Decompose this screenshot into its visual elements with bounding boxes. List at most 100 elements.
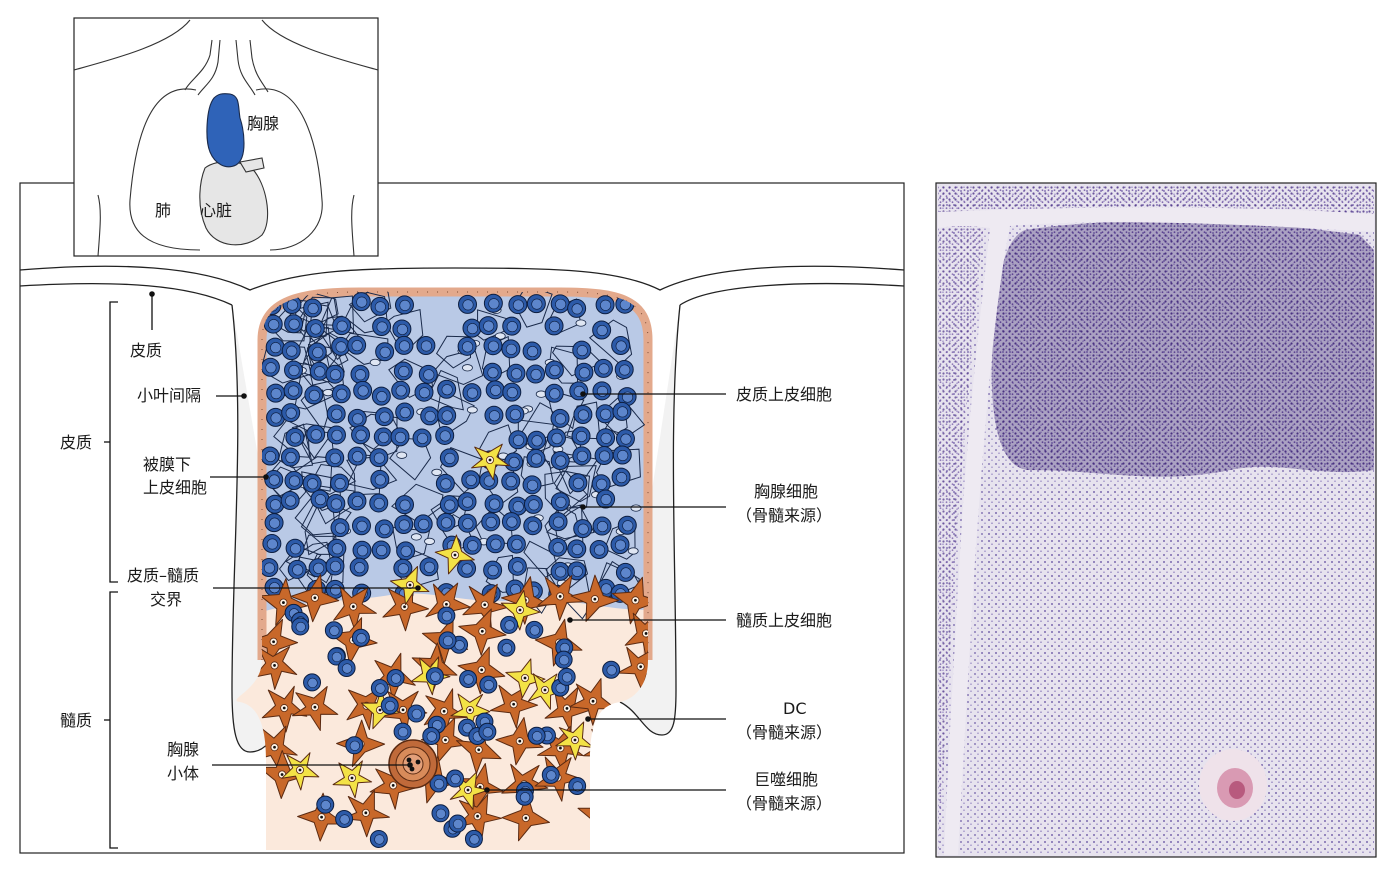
medullary-thymocyte [370,679,389,698]
thymocyte [325,448,345,468]
thymocyte [303,298,323,318]
label-thymocyte-line2: （骨髓来源） [736,506,832,525]
label-cortical-epithelial: 皮质上皮细胞 [736,385,832,404]
thymocyte [327,538,347,558]
thymocyte [612,401,632,421]
thymocyte [483,560,503,580]
thymocyte [370,296,390,316]
medullary-epithelial-cell [624,611,649,658]
thymocyte [304,385,324,405]
thymocyte [501,471,521,491]
medullary-epithelial-cell [501,793,550,842]
lung-right-outline [255,88,323,251]
thymocyte [592,381,612,401]
thymocyte [283,380,303,400]
medullary-epithelial-cell [292,686,339,731]
lobule [236,287,653,850]
medullary-thymocyte [602,660,621,679]
medullary-thymocyte [437,606,456,625]
thymocyte [484,405,504,425]
medullary-epithelial-cell [570,574,620,622]
medullary-thymocyte [393,722,412,741]
medullary-thymocyte [316,795,335,814]
thymocyte [395,495,415,515]
thymocyte [302,473,322,493]
dendritic-or-macrophage-cell [555,721,594,761]
thymocyte [395,402,415,422]
thymocyte [457,492,477,512]
thymocyte [419,557,439,577]
thymocyte [330,473,350,493]
thymocyte [280,490,300,510]
thymocyte [595,404,615,424]
label-cortex: 皮质 [130,341,162,360]
label-dc-line1: DC [783,699,807,718]
thymocyte [306,424,326,444]
thymocyte [591,474,611,494]
thymocyte [351,292,371,312]
anatomy-inset: 胸腺 肺 心脏 [73,17,379,257]
medullary-epithelial-cell [290,574,340,623]
thymocyte [523,494,543,514]
thymocyte [369,493,389,513]
thymocyte [264,513,284,533]
medullary-thymocyte [429,774,448,793]
thymocyte [615,429,635,449]
thymocyte [287,559,307,579]
medullary-thymocyte [303,673,322,692]
thymocyte [483,336,503,356]
thymocyte [522,341,542,361]
medullary-thymocyte [448,814,467,833]
thymocyte [347,408,367,428]
thymocyte [504,452,524,472]
thymocyte [462,318,482,338]
medullary-thymocyte [425,667,444,686]
medullary-thymocyte [327,647,346,666]
thymocyte [572,340,592,360]
thymocyte [571,426,591,446]
thymocyte [265,337,285,357]
epithelial-nucleus [627,547,639,555]
thymocyte [347,446,367,466]
capsule-outer-line [19,265,905,291]
thymocyte [483,293,503,313]
medullary-thymocyte [525,620,544,639]
thymocyte [485,534,505,554]
hassall-corpuscle [388,739,438,789]
epithelial-nucleus [575,319,587,327]
cortical-epithelial-outline [431,348,484,386]
thymocyte [610,535,630,555]
thymocyte [262,534,282,554]
medullary-thymocyte [380,696,399,715]
cortical-epithelial-outline [553,470,591,509]
cortical-epithelial-outline [310,463,357,495]
thymocyte [505,404,525,424]
thymocyte [326,425,346,445]
thymocyte [478,316,498,336]
inset-label-heart: 心脏 [200,201,232,220]
thymocyte [347,491,367,511]
thymocyte [461,470,481,490]
medullary-thymocyte [479,675,498,694]
thymocyte [394,515,414,535]
medullary-thymocyte [500,615,519,634]
dendritic-or-macrophage-cell [389,566,430,605]
medullary-epithelial-cell [253,646,298,690]
thymocyte [550,294,570,314]
medullary-epithelial-cell [333,586,377,631]
thymocyte [412,428,432,448]
medullary-thymocyte [557,667,576,686]
thymocyte [437,405,457,425]
medullary-thymocyte [541,765,560,784]
thymocyte [371,540,391,560]
dendritic-or-macrophage-cell [434,534,475,575]
thymocyte [481,512,501,532]
medullary-epithelial-cell [611,576,649,625]
thymocyte [482,362,502,382]
epithelial-nucleus [466,406,478,414]
label-cortex-region: 皮质 [60,433,92,452]
thymocyte [572,446,592,466]
thymocyte [308,558,328,578]
thymocyte [265,494,285,514]
